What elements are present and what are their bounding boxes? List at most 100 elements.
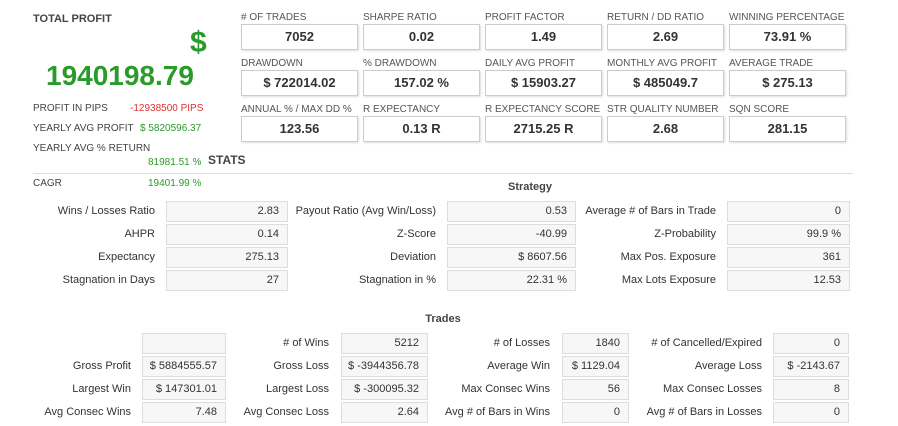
metric-value: 157.02 % xyxy=(363,70,480,96)
metric-value: 1.49 xyxy=(485,24,602,50)
metric-label: PROFIT FACTOR xyxy=(485,12,565,23)
row-label: Max Consec Losses xyxy=(662,383,762,395)
row-value: 361 xyxy=(727,247,850,268)
metric-label: R EXPECTANCY xyxy=(363,104,441,115)
metric-value: 281.15 xyxy=(729,116,846,142)
row-label: Payout Ratio (Avg Win/Loss) xyxy=(295,205,436,217)
row-value: $ -300095.32 xyxy=(341,379,428,400)
row-label: Average # of Bars in Trade xyxy=(585,205,716,217)
row-label: # of Wins xyxy=(283,337,329,349)
row-value: -40.99 xyxy=(447,224,576,245)
row-value: 22.31 % xyxy=(447,270,576,291)
metric-value: 123.56 xyxy=(241,116,358,142)
metric-label: WINNING PERCENTAGE xyxy=(729,12,845,23)
metric-value: $ 15903.27 xyxy=(485,70,602,96)
metric-label: RETURN / DD RATIO xyxy=(607,12,705,23)
left-stat-label: PROFIT IN PIPS xyxy=(33,103,108,114)
row-value: 12.53 xyxy=(727,270,850,291)
divider xyxy=(33,173,853,174)
metric-label: AVERAGE TRADE xyxy=(729,58,814,69)
total-profit-value: 1940198.79 xyxy=(46,60,194,91)
metric-value: 73.91 % xyxy=(729,24,846,50)
row-value: 5212 xyxy=(341,333,428,354)
row-value: $ 8607.56 xyxy=(447,247,576,268)
row-label: # of Losses xyxy=(493,337,550,349)
row-label: Max Consec Wins xyxy=(461,383,550,395)
row-value: 275.13 xyxy=(166,247,288,268)
row-value: 8 xyxy=(773,379,849,400)
row-value: 0 xyxy=(773,333,849,354)
row-label: Average Win xyxy=(487,360,550,372)
left-stat-value: $ 5820596.37 xyxy=(140,123,202,134)
row-label: Stagnation in Days xyxy=(62,274,155,286)
row-label: Largest Loss xyxy=(266,383,329,395)
row-label: Expectancy xyxy=(98,251,155,263)
metric-label: R EXPECTANCY SCORE xyxy=(485,104,601,115)
metric-value: 2715.25 R xyxy=(485,116,602,142)
row-label: Average Loss xyxy=(694,360,762,372)
row-label: Max Lots Exposure xyxy=(621,274,716,286)
row-label: Avg # of Bars in Wins xyxy=(445,406,550,418)
row-value: 56 xyxy=(562,379,629,400)
row-value: 0.14 xyxy=(166,224,288,245)
row-label: Avg # of Bars in Losses xyxy=(646,406,762,418)
metric-label: ANNUAL % / MAX DD % xyxy=(241,104,352,115)
row-label: Deviation xyxy=(390,251,436,263)
metric-value: 7052 xyxy=(241,24,358,50)
row-label: AHPR xyxy=(124,228,155,240)
left-stat-label: YEARLY AVG PROFIT xyxy=(33,123,134,134)
left-stat-label: YEARLY AVG % RETURN xyxy=(33,143,151,154)
row-value: $ 147301.01 xyxy=(142,379,226,400)
metric-value: $ 485049.7 xyxy=(607,70,724,96)
row-label: Gross Loss xyxy=(273,360,329,372)
metric-label: % DRAWDOWN xyxy=(363,58,437,69)
row-label: Gross Profit xyxy=(72,360,131,372)
left-stat-value: -12938500 PIPS xyxy=(130,103,204,114)
row-value: $ 5884555.57 xyxy=(142,356,226,377)
metric-label: DRAWDOWN xyxy=(241,58,303,69)
section-title: Trades xyxy=(425,313,461,325)
metric-value: 2.68 xyxy=(607,116,724,142)
row-value: 1840 xyxy=(562,333,629,354)
row-value: 99.9 % xyxy=(727,224,850,245)
row-value: 0 xyxy=(727,201,850,222)
row-label: Wins / Losses Ratio xyxy=(57,205,155,217)
row-value: $ -3944356.78 xyxy=(341,356,428,377)
row-label: Max Pos. Exposure xyxy=(620,251,716,263)
metric-label: SQN SCORE xyxy=(729,104,790,115)
metric-label: MONTHLY AVG PROFIT xyxy=(607,58,718,69)
row-label: Largest Win xyxy=(72,383,131,395)
left-stat-label: CAGR xyxy=(33,178,62,189)
metric-label: STR QUALITY NUMBER xyxy=(607,104,719,115)
row-label: # of Cancelled/Expired xyxy=(651,337,762,349)
metric-label: # OF TRADES xyxy=(241,12,307,23)
left-stat-value: 81981.51 % xyxy=(148,157,202,168)
row-value: 7.48 xyxy=(142,402,226,423)
total-profit-label: TOTAL PROFIT xyxy=(33,13,112,25)
row-value: 27 xyxy=(166,270,288,291)
row-value: 0 xyxy=(562,402,629,423)
row-label: Z-Probability xyxy=(654,228,716,240)
metric-value: $ 275.13 xyxy=(729,70,846,96)
metric-label: SHARPE RATIO xyxy=(363,12,437,23)
row-label: Stagnation in % xyxy=(358,274,436,286)
row-value xyxy=(142,333,226,354)
metric-value: 0.02 xyxy=(363,24,480,50)
row-label: Z-Score xyxy=(396,228,436,240)
row-value: 0.53 xyxy=(447,201,576,222)
section-title: Strategy xyxy=(507,181,553,193)
row-label: Avg Consec Loss xyxy=(243,406,329,418)
row-value: 2.83 xyxy=(166,201,288,222)
metric-value: 0.13 R xyxy=(363,116,480,142)
row-value: $ 1129.04 xyxy=(562,356,629,377)
metric-value: 2.69 xyxy=(607,24,724,50)
currency-sign: $ xyxy=(190,26,207,59)
left-stat-value: 19401.99 % xyxy=(148,178,202,189)
metric-value: $ 722014.02 xyxy=(241,70,358,96)
row-label: Avg Consec Wins xyxy=(44,406,131,418)
row-value: $ -2143.67 xyxy=(773,356,849,377)
row-value: 2.64 xyxy=(341,402,428,423)
metric-label: DAILY AVG PROFIT xyxy=(485,58,576,69)
row-value: 0 xyxy=(773,402,849,423)
